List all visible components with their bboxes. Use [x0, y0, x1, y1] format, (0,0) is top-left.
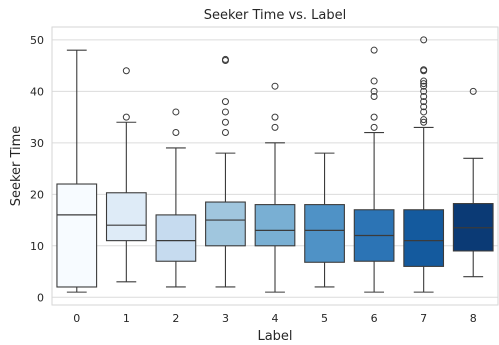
- outlier-point: [420, 66, 428, 74]
- outlier-point: [271, 123, 279, 131]
- outlier-point: [221, 108, 229, 116]
- outlier-point: [122, 67, 130, 75]
- x-axis-label: Label: [257, 329, 292, 344]
- outlier-point: [370, 46, 378, 54]
- box-group-4: [254, 82, 296, 293]
- x-tick-6: 6: [371, 312, 378, 325]
- box-group-7: [403, 36, 445, 293]
- box-1: [105, 192, 147, 242]
- outlier-point: [370, 87, 378, 95]
- box-group-6: [353, 46, 395, 293]
- outlier-point: [420, 36, 428, 44]
- outlier-point: [221, 55, 229, 63]
- box-group-2: [155, 108, 197, 288]
- outlier-point: [420, 116, 428, 124]
- outlier-point: [370, 93, 378, 100]
- outlier-point: [420, 80, 428, 88]
- y-tick-20: 20: [30, 188, 44, 201]
- box-7: [403, 209, 445, 267]
- box-5: [304, 204, 345, 263]
- x-tick-4: 4: [272, 312, 279, 325]
- outlier-point: [271, 82, 279, 90]
- x-tick-labels: 0 1 2 3 4 5 6 7 8: [73, 312, 476, 325]
- outlier-point: [420, 118, 428, 126]
- box-group-1: [105, 67, 147, 283]
- y-tick-labels: 0 10 20 30 40 50: [30, 34, 44, 304]
- outlier-point: [271, 113, 279, 121]
- y-tick-40: 40: [30, 85, 44, 98]
- box-group-0: [56, 49, 98, 293]
- x-tick-2: 2: [172, 312, 179, 325]
- box-group-8: [452, 87, 494, 278]
- outlier-point: [370, 123, 378, 131]
- outlier-point: [221, 129, 229, 137]
- outlier-point: [469, 87, 477, 95]
- outlier-point: [172, 129, 180, 137]
- box-4: [254, 204, 296, 247]
- box-2: [155, 214, 197, 262]
- box-group-3: [205, 55, 246, 288]
- outlier-point: [370, 113, 378, 121]
- x-tick-5: 5: [321, 312, 328, 325]
- x-tick-1: 1: [123, 312, 130, 325]
- boxes-group: [56, 36, 494, 293]
- outlier-point: [221, 118, 229, 126]
- y-axis-label: Seeker Time: [9, 126, 24, 207]
- y-tick-30: 30: [30, 137, 44, 150]
- chart-title: Seeker Time vs. Label: [204, 8, 347, 23]
- outlier-point: [221, 98, 229, 106]
- outlier-point: [420, 103, 428, 111]
- plot-frame: [51, 26, 499, 306]
- y-tick-10: 10: [30, 240, 44, 253]
- x-tick-3: 3: [222, 312, 229, 325]
- box-group-5: [304, 152, 345, 288]
- x-tick-0: 0: [73, 312, 80, 325]
- x-tick-8: 8: [470, 312, 477, 325]
- outlier-point: [172, 108, 180, 116]
- outlier-point: [420, 108, 428, 116]
- outlier-point: [420, 82, 428, 90]
- outlier-point: [420, 93, 428, 100]
- box-0: [56, 183, 98, 288]
- outlier-point: [122, 113, 130, 121]
- outlier-point: [420, 77, 428, 85]
- y-tick-50: 50: [30, 34, 44, 47]
- x-tick-7: 7: [420, 312, 427, 325]
- outlier-point: [420, 87, 428, 95]
- outlier-point: [420, 98, 428, 106]
- outlier-point: [370, 77, 378, 85]
- y-tick-0: 0: [37, 291, 44, 304]
- box-3: [205, 201, 246, 247]
